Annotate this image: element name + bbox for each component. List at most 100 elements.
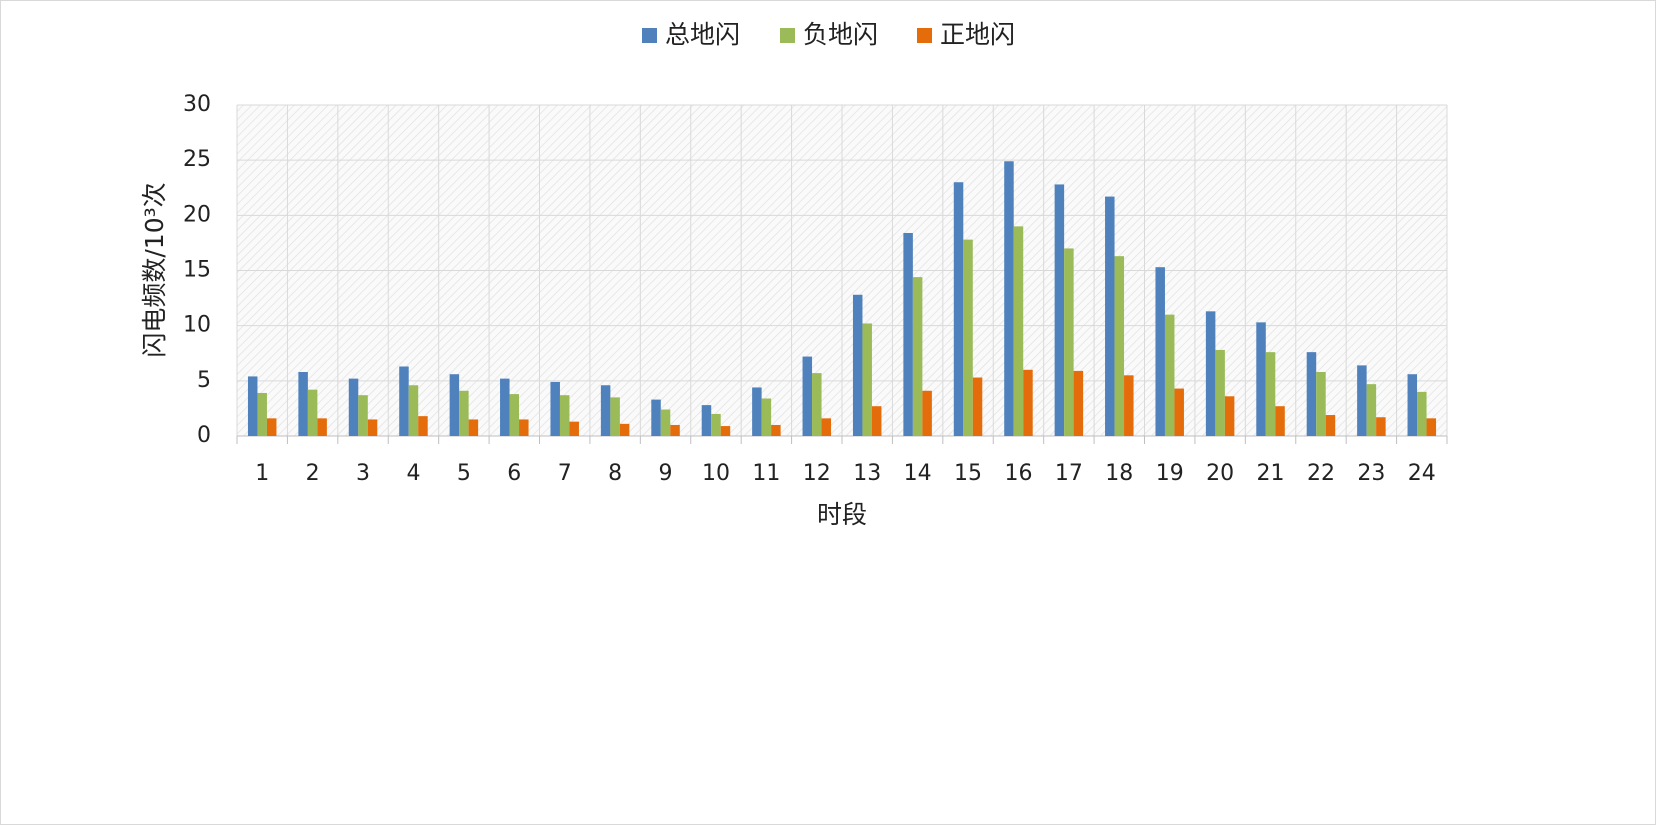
bar	[903, 232, 913, 436]
bar	[1224, 396, 1235, 436]
x-tick-label: 15	[954, 461, 982, 486]
x-tick-label: 4	[406, 461, 420, 486]
bar	[720, 426, 731, 436]
bar	[1124, 375, 1134, 436]
x-tick-label: 21	[1257, 461, 1285, 486]
bar	[711, 413, 721, 436]
bar	[358, 395, 368, 436]
bar	[519, 419, 529, 436]
x-tick-label: 14	[904, 461, 932, 486]
bar	[317, 418, 327, 436]
bar	[1306, 352, 1317, 436]
bar	[761, 398, 772, 436]
bar	[752, 387, 762, 436]
x-tick-label: 9	[659, 461, 673, 486]
bar	[953, 182, 964, 436]
bar	[418, 416, 428, 436]
y-tick-label: 0	[197, 423, 211, 448]
x-tick-label: 5	[457, 461, 471, 486]
bar	[862, 323, 872, 436]
bar	[550, 381, 560, 436]
bar	[1426, 418, 1437, 436]
x-tick-label: 22	[1307, 461, 1335, 486]
x-tick-label: 2	[306, 461, 320, 486]
bar	[1325, 415, 1336, 436]
x-tick-label: 10	[702, 461, 730, 486]
bar	[307, 389, 318, 436]
bar	[559, 395, 570, 436]
bar	[367, 419, 378, 436]
x-tick-label: 12	[803, 461, 831, 486]
legend-label: 负地闪	[803, 20, 878, 49]
bar	[399, 366, 409, 436]
y-tick-label: 10	[183, 313, 211, 338]
bar	[1357, 365, 1367, 436]
bar	[1114, 256, 1125, 436]
bar	[619, 423, 630, 436]
bar	[821, 418, 832, 436]
legend-swatch	[917, 28, 932, 43]
x-tick-label: 24	[1408, 461, 1436, 486]
bar	[972, 377, 983, 436]
bar	[1023, 369, 1033, 436]
bar	[1316, 372, 1326, 436]
y-tick-label: 25	[183, 147, 211, 172]
x-tick-label: 16	[1004, 461, 1032, 486]
bar	[871, 406, 882, 436]
bar	[257, 392, 267, 436]
bar	[1105, 196, 1115, 436]
legend-label: 总地闪	[665, 20, 740, 49]
y-tick-label: 15	[183, 258, 211, 283]
x-tick-label: 3	[356, 461, 370, 486]
legend-swatch	[780, 28, 795, 43]
y-tick-label: 30	[183, 92, 211, 117]
bar	[500, 378, 510, 436]
bar	[651, 399, 661, 436]
bar	[610, 397, 620, 436]
x-tick-label: 1	[255, 461, 269, 486]
x-tick-label: 13	[853, 461, 881, 486]
bar	[1054, 184, 1065, 436]
x-tick-label: 6	[507, 461, 521, 486]
bar	[963, 239, 973, 436]
bar	[1265, 352, 1276, 436]
bar	[1256, 322, 1266, 436]
bar	[1376, 417, 1386, 436]
bar	[1366, 384, 1377, 436]
bar	[1407, 374, 1418, 436]
bar	[802, 356, 813, 436]
x-tick-label: 20	[1206, 461, 1234, 486]
bar	[1275, 406, 1285, 436]
bar	[600, 385, 611, 436]
bar	[912, 277, 923, 436]
x-tick-label: 17	[1055, 461, 1083, 486]
bar	[852, 294, 863, 436]
bar	[670, 424, 680, 436]
legend-label: 正地闪	[940, 20, 1015, 49]
x-tick-label: 7	[558, 461, 572, 486]
x-tick-label: 18	[1105, 461, 1133, 486]
bar	[266, 418, 277, 436]
bar	[459, 390, 469, 436]
bar	[1073, 370, 1084, 436]
bar	[348, 378, 359, 436]
bar	[1215, 349, 1225, 436]
y-tick-label: 20	[183, 202, 211, 227]
bar	[569, 421, 579, 436]
bar	[701, 405, 712, 436]
bar	[1417, 391, 1427, 436]
bar	[408, 385, 419, 436]
bar	[1064, 248, 1074, 436]
x-tick-label: 19	[1156, 461, 1184, 486]
bar	[298, 372, 308, 436]
x-axis-title: 时段	[817, 500, 867, 529]
legend: 总地闪 负地闪 正地闪	[642, 20, 1015, 49]
bar	[1004, 161, 1014, 436]
bar	[1164, 314, 1175, 436]
y-axis-title: 闪电频数/10³次	[140, 182, 169, 357]
bar	[247, 376, 258, 436]
bar	[1205, 311, 1216, 436]
bar	[468, 419, 479, 436]
bar	[1013, 226, 1024, 436]
